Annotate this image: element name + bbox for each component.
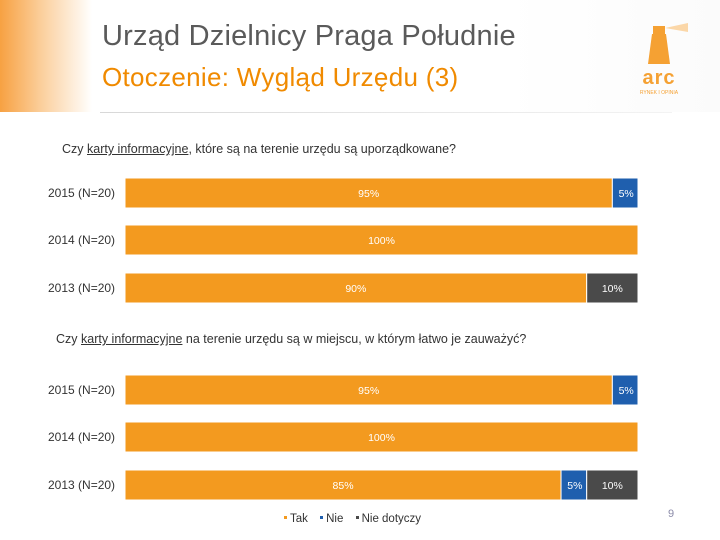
category-label-chart2-2013-n-20: 2013 (N=20) xyxy=(48,478,115,492)
bar-chart1-2014-n-20-tak xyxy=(124,224,639,256)
page-title: Urząd Dzielnicy Praga Południe xyxy=(102,20,516,52)
data-label-chart1-2015-n-20-tak: 95% xyxy=(358,188,379,200)
question-1-post: , które są na terenie urzędu są uporządk… xyxy=(188,142,456,156)
question-1-pre: Czy xyxy=(62,142,87,156)
left-accent-gradient xyxy=(0,0,92,112)
question-2-pre: Czy xyxy=(56,332,81,346)
legend-item-nie: Nie xyxy=(320,513,343,525)
bar-chart1-2015-n-20-tak xyxy=(124,177,613,209)
legend-swatch-nie xyxy=(320,516,324,520)
category-label-chart2-2015-n-20: 2015 (N=20) xyxy=(48,383,115,397)
legend-label-nie-dotyczy: Nie dotyczy xyxy=(361,513,422,525)
legend-item-nie-dotyczy: Nie dotyczy xyxy=(355,513,422,525)
page-number: 9 xyxy=(668,508,675,520)
arc-logo: arc RYNEK I OPINIA xyxy=(640,23,688,96)
legend-label-tak: Tak xyxy=(290,513,308,525)
bar-chart1-2013-n-20-tak xyxy=(124,272,588,304)
data-label-chart2-2013-n-20-nie: 5% xyxy=(567,480,582,492)
data-label-chart2-2013-n-20-tak: 85% xyxy=(333,480,354,492)
page-subtitle: Otoczenie: Wygląd Urzędu (3) xyxy=(102,62,459,92)
question-2-underlined: karty informacyjne xyxy=(81,332,183,346)
bar-chart2-2015-n-20-nie xyxy=(611,374,639,406)
bar-chart1-2015-n-20-nie xyxy=(611,177,639,209)
bar-chart2-2013-n-20-nie-dotyczy xyxy=(586,469,639,501)
question-1: Czy karty informacyjne, które są na tere… xyxy=(62,142,456,156)
legend-swatch-tak xyxy=(284,516,287,520)
data-label-chart2-2014-n-20-tak: 100% xyxy=(368,432,395,444)
legend-item-tak: Tak xyxy=(284,513,308,525)
bar-chart2-2013-n-20-nie xyxy=(560,469,588,501)
bar-chart2-2013-n-20-tak xyxy=(124,469,562,501)
lighthouse-lamp-icon xyxy=(653,26,665,34)
question-2-post: na terenie urzędu są w miejscu, w którym… xyxy=(182,332,527,346)
lighthouse-icon xyxy=(648,34,670,64)
data-label-chart2-2015-n-20-tak: 95% xyxy=(358,385,379,397)
logo-wordmark: arc xyxy=(642,67,675,89)
bar-chart1-2013-n-20-nie-dotyczy xyxy=(586,272,639,304)
data-label-chart2-2013-n-20-nie-dotyczy: 10% xyxy=(602,480,623,492)
category-label-chart1-2014-n-20: 2014 (N=20) xyxy=(48,233,115,247)
data-label-chart1-2013-n-20-nie-dotyczy: 10% xyxy=(602,283,623,295)
header-divider xyxy=(100,112,672,113)
data-label-chart2-2015-n-20-nie: 5% xyxy=(619,385,634,397)
logo-tagline: RYNEK I OPINIA xyxy=(640,90,679,96)
data-label-chart1-2015-n-20-nie: 5% xyxy=(619,188,634,200)
category-label-chart1-2013-n-20: 2013 (N=20) xyxy=(48,281,115,295)
legend-swatch-nie-dotyczy xyxy=(355,516,359,520)
bar-chart2-2015-n-20-tak xyxy=(124,374,613,406)
legend-label-nie: Nie xyxy=(326,513,344,525)
category-label-chart2-2014-n-20: 2014 (N=20) xyxy=(48,430,115,444)
data-label-chart1-2013-n-20-tak: 90% xyxy=(345,283,366,295)
data-label-chart1-2014-n-20-tak: 100% xyxy=(368,235,395,247)
question-2: Czy karty informacyjne na terenie urzędu… xyxy=(56,332,526,346)
light-beam-icon xyxy=(665,23,688,32)
category-label-chart1-2015-n-20: 2015 (N=20) xyxy=(48,186,115,200)
bar-chart2-2014-n-20-tak xyxy=(124,421,639,453)
header-band xyxy=(0,0,720,112)
question-1-underlined: karty informacyjne xyxy=(87,142,189,156)
legend: Tak Nie Nie dotyczy xyxy=(284,513,430,525)
